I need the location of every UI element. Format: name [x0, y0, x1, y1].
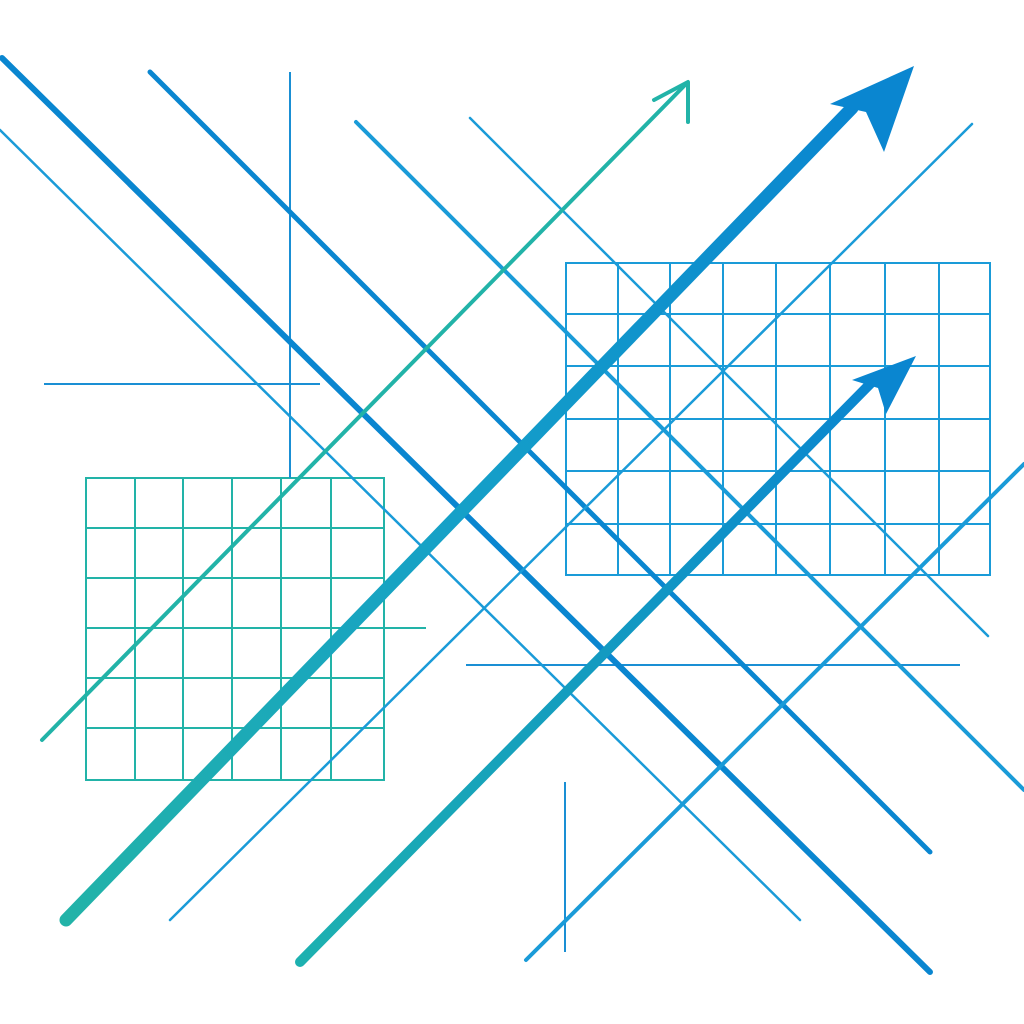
blue-grid-panel [565, 262, 991, 576]
medium-upward-trend-arrow [295, 356, 916, 967]
thin-upward-arrow [40, 80, 690, 742]
large-upward-trend-arrow [59, 66, 914, 927]
teal-grid-panel [85, 477, 426, 781]
accent-lines [44, 72, 960, 952]
ascending-diagonals [168, 122, 1024, 962]
